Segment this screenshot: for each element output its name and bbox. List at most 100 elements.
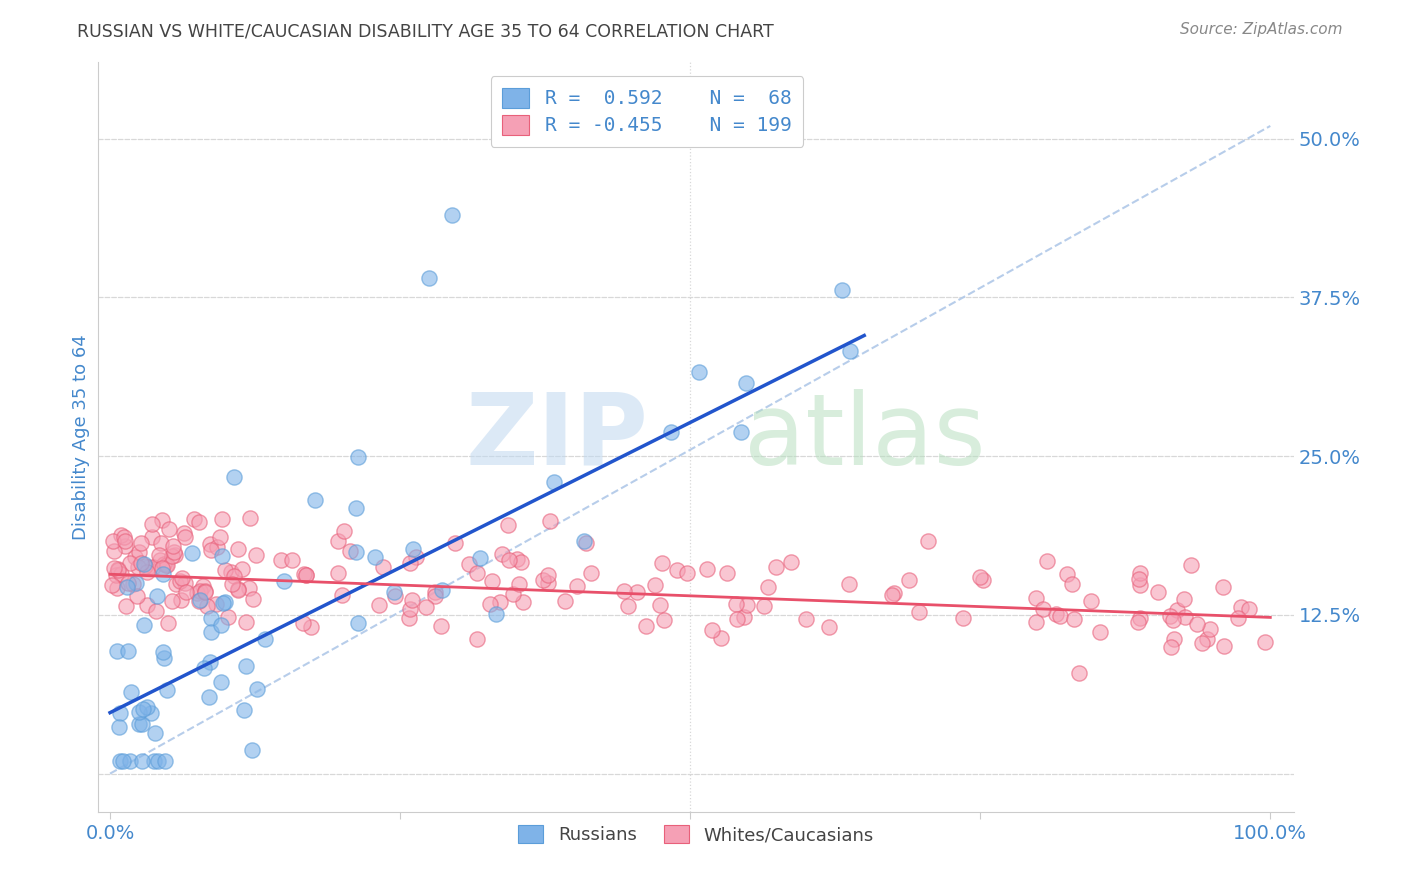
Point (174, 585, 197, 599)
Point (115, 580, 138, 594)
Point (402, 541, 425, 556)
Point (150, 561, 173, 575)
Point (1174, 610, 1197, 624)
Point (270, 552, 292, 566)
Point (1159, 608, 1181, 623)
Point (235, 615, 257, 630)
Point (326, 533, 349, 548)
Point (347, 615, 370, 630)
Point (498, 553, 520, 567)
Point (127, 589, 149, 603)
Point (173, 525, 195, 540)
Point (114, 539, 136, 553)
Point (688, 365, 710, 379)
Point (368, 598, 391, 612)
Point (443, 535, 465, 549)
Point (1237, 602, 1260, 616)
Point (423, 589, 446, 603)
Point (207, 540, 229, 554)
Point (118, 754, 141, 768)
Point (108, 720, 131, 734)
Point (399, 602, 422, 616)
Point (972, 573, 994, 587)
Point (333, 524, 356, 539)
Point (157, 616, 180, 631)
Text: RUSSIAN VS WHITE/CAUCASIAN DISABILITY AGE 35 TO 64 CORRELATION CHART: RUSSIAN VS WHITE/CAUCASIAN DISABILITY AG… (77, 22, 775, 40)
Point (117, 644, 139, 658)
Point (1147, 585, 1170, 599)
Point (153, 651, 176, 665)
Point (725, 611, 748, 625)
Text: Source: ZipAtlas.com: Source: ZipAtlas.com (1180, 22, 1343, 37)
Point (1160, 640, 1182, 654)
Point (162, 539, 184, 553)
Point (129, 556, 152, 570)
Point (226, 542, 249, 557)
Point (575, 535, 598, 549)
Point (479, 598, 502, 612)
Point (226, 582, 249, 596)
Point (124, 549, 146, 564)
Point (117, 575, 139, 590)
Point (149, 536, 172, 550)
Point (195, 599, 218, 613)
Point (219, 565, 242, 579)
Point (818, 620, 841, 634)
Point (1025, 591, 1047, 605)
Point (1056, 567, 1078, 582)
Point (128, 717, 150, 731)
Point (110, 567, 132, 582)
Point (330, 589, 353, 603)
Point (150, 512, 173, 526)
Text: ZIP: ZIP (465, 389, 648, 485)
Point (221, 577, 243, 591)
Point (430, 583, 453, 598)
Point (346, 450, 368, 465)
Point (194, 584, 217, 599)
Point (1191, 636, 1213, 650)
Point (1185, 616, 1208, 631)
Point (1063, 612, 1085, 626)
Point (135, 598, 157, 612)
Point (1128, 572, 1150, 586)
Point (134, 618, 156, 632)
Point (233, 703, 256, 717)
Point (132, 557, 155, 571)
Point (160, 549, 183, 564)
Point (155, 558, 177, 572)
Point (754, 599, 776, 613)
Point (209, 674, 232, 689)
Point (198, 537, 221, 551)
Point (423, 585, 446, 599)
Point (1230, 600, 1253, 615)
Point (304, 493, 326, 508)
Point (398, 611, 420, 625)
Point (481, 574, 503, 588)
Point (146, 754, 169, 768)
Point (652, 613, 675, 627)
Point (1080, 593, 1102, 607)
Point (295, 568, 318, 582)
Point (209, 618, 232, 632)
Point (441, 208, 464, 222)
Point (291, 615, 314, 630)
Point (1180, 558, 1202, 572)
Point (163, 545, 186, 559)
Point (198, 690, 221, 705)
Point (1025, 615, 1047, 629)
Point (142, 559, 165, 574)
Point (180, 546, 202, 560)
Point (107, 563, 129, 577)
Point (125, 576, 148, 591)
Point (205, 597, 228, 611)
Point (245, 548, 267, 562)
Point (211, 549, 233, 563)
Point (1226, 610, 1249, 624)
Point (242, 591, 264, 606)
Point (531, 573, 554, 587)
Point (644, 578, 666, 592)
Point (491, 547, 513, 561)
Point (145, 589, 167, 603)
Point (543, 475, 565, 489)
Point (129, 536, 152, 550)
